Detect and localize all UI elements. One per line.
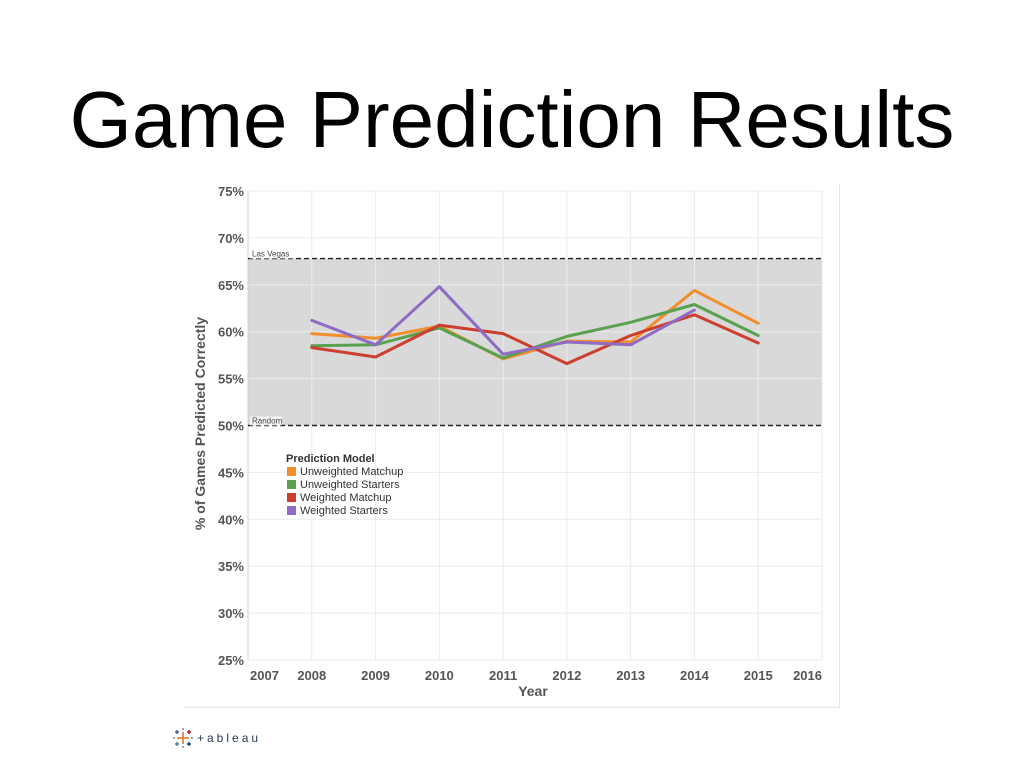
x-tick-label: 2012 [552,668,581,683]
reference-line-label: Las Vegas [252,250,289,259]
legend-item-label: Weighted Starters [300,505,388,517]
tableau-wordmark: +ableau [197,731,262,745]
legend-swatch [287,467,296,476]
reference-label-bg [250,416,282,426]
legend-item-label: Weighted Matchup [300,492,392,504]
y-tick-label: 50% [218,419,244,434]
y-tick-label: 60% [218,325,244,340]
y-tick-label: 45% [218,465,244,480]
x-tick-label: 2013 [616,668,645,683]
legend-item-label: Unweighted Starters [300,479,400,491]
reference-label-bg [250,249,296,259]
y-tick-label: 55% [218,372,244,387]
reference-line-label: Random [252,417,283,426]
x-tick-label: 2008 [297,668,326,683]
x-tick-label: 2015 [744,668,773,683]
y-tick-label: 70% [218,231,244,246]
chart-frame [184,184,840,708]
legend-item-label: Unweighted Matchup [300,466,403,478]
y-tick-label: 65% [218,278,244,293]
series-line-weighted-starters [310,285,696,356]
x-tick-label: 2009 [361,668,390,683]
y-tick-label: 35% [218,559,244,574]
legend-swatch [287,506,296,515]
tableau-cross-icon [173,728,193,748]
line-chart: Las Vegas Random 25% 30% 35% 40% 45% 50% 55% 60% 6… [192,184,823,699]
y-tick-label: 25% [218,653,244,668]
x-axis-title: Year [518,683,548,699]
y-tick-label: 75% [218,184,244,199]
y-tick-label: 30% [218,606,244,621]
slide-title: Game Prediction Results [69,75,955,164]
tableau-logo: +ableau [173,727,261,749]
x-tick-label: 2011 [489,668,517,683]
legend-title: Prediction Model [286,453,375,465]
y-tick-label: 40% [218,512,244,527]
legend-swatch [287,493,296,502]
reference-band [248,258,822,426]
x-tick-label: 2014 [680,668,710,683]
x-tick-label: 2007 [250,668,279,683]
x-tick-label: 2010 [425,668,454,683]
legend-swatch [287,480,296,489]
x-tick-label: 2016 [793,668,822,683]
y-axis-title: % of Games Predicted Correctly [192,317,208,530]
